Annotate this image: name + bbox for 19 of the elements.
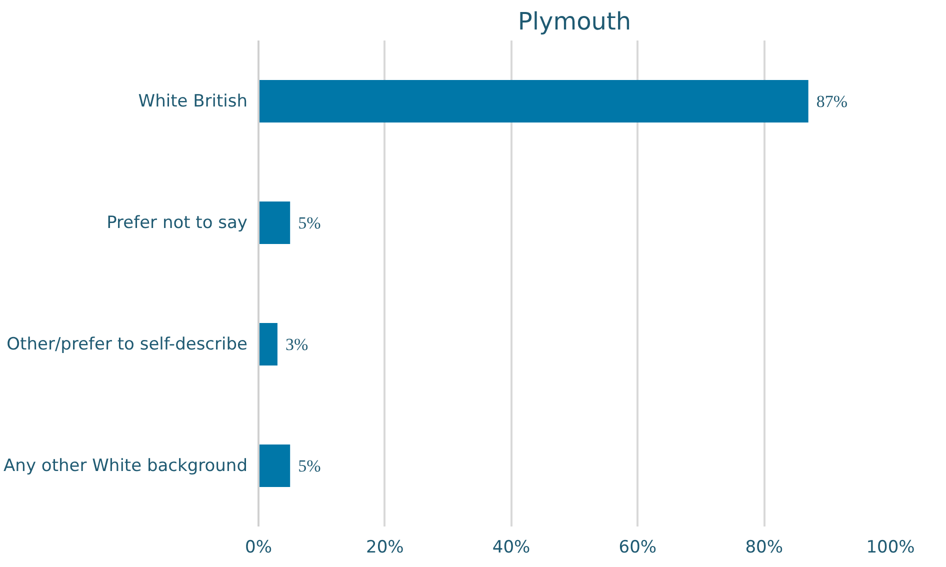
x-tick-label: 60% [618, 538, 657, 558]
y-tick-label: White British [138, 91, 248, 112]
data-label: 3% [285, 334, 308, 354]
x-tick-label: 0% [245, 538, 272, 558]
chart-title: Plymouth [518, 8, 632, 36]
y-tick-label: Prefer not to say [106, 212, 248, 233]
data-label: 5% [298, 213, 321, 232]
bar [258, 444, 290, 488]
data-label: 5% [298, 456, 321, 476]
y-tick-label: Any other White background [4, 456, 248, 476]
x-tick-label: 40% [492, 538, 530, 558]
x-tick-label: 100% [866, 538, 915, 558]
bar [258, 80, 808, 123]
data-label: 87% [816, 92, 848, 111]
bar [258, 201, 290, 244]
x-tick-label: 80% [745, 538, 784, 558]
y-tick-label: Other/prefer to self-describe [6, 334, 248, 354]
bar [258, 322, 278, 366]
x-tick-label: 20% [366, 538, 404, 558]
